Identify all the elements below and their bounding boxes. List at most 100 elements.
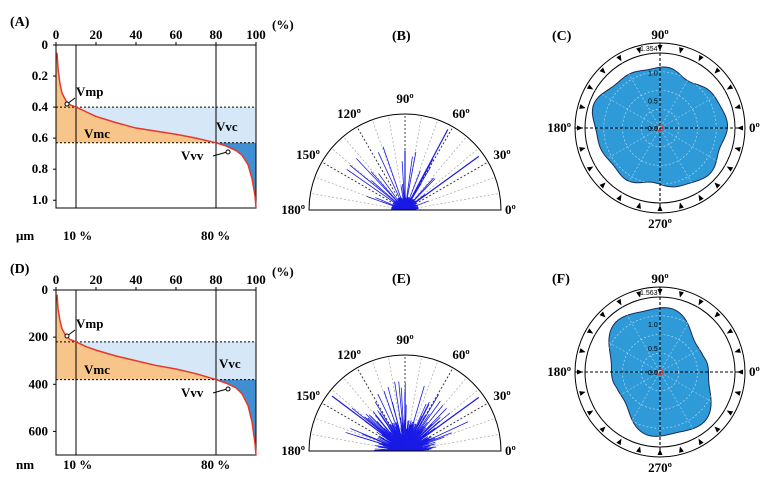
angle-tick bbox=[586, 84, 594, 90]
y-tick-label: 200 bbox=[29, 329, 49, 344]
angle-tick bbox=[737, 369, 743, 375]
mr2-label-d: 80 % bbox=[201, 457, 230, 472]
angle-tick bbox=[679, 47, 684, 54]
y-tick-label: 400 bbox=[29, 376, 49, 391]
angle-label: 30º bbox=[493, 388, 510, 403]
x-tick-label: 20 bbox=[90, 27, 103, 42]
angle-tick bbox=[726, 84, 734, 90]
x-tick-label: 0 bbox=[53, 272, 60, 287]
direction-ray bbox=[378, 173, 406, 211]
vmp-label: Vmp bbox=[76, 316, 103, 331]
direction-ray bbox=[375, 415, 406, 452]
direction-ray bbox=[404, 194, 426, 211]
vmp-marker bbox=[64, 333, 70, 339]
y-tick-label: 0 bbox=[42, 282, 49, 297]
direction-ray bbox=[404, 426, 426, 452]
x-tick-label: 40 bbox=[130, 272, 143, 287]
vvv-pointer bbox=[212, 388, 228, 394]
radial-gridline bbox=[404, 147, 479, 211]
angle-label-270: 270º bbox=[648, 216, 672, 231]
angle-tick bbox=[657, 449, 663, 455]
angle-tick bbox=[734, 104, 741, 109]
panel-label-d: (D) bbox=[10, 262, 30, 277]
angle-label: 0º bbox=[505, 443, 516, 458]
y-tick-label: 0 bbox=[42, 37, 49, 52]
direction-ray bbox=[345, 432, 406, 452]
plot-frame bbox=[55, 44, 257, 209]
x-tick-label: 100 bbox=[246, 272, 266, 287]
angle-tick bbox=[636, 47, 641, 54]
angle-label-90: 90º bbox=[651, 27, 668, 42]
direction-ray bbox=[349, 164, 406, 211]
angle-label: 180º bbox=[281, 443, 305, 458]
r-tick-label: 0.0 bbox=[648, 126, 658, 133]
angle-tick bbox=[577, 125, 583, 131]
vvv-region bbox=[216, 142, 256, 208]
angle-tick bbox=[726, 410, 734, 416]
angle-tick bbox=[599, 67, 606, 74]
x-unit-d: (%) bbox=[272, 264, 294, 279]
angle-label: 90º bbox=[396, 91, 413, 106]
radial-gridline bbox=[622, 62, 698, 194]
vvv-label: Vvv bbox=[181, 385, 204, 400]
angle-tick bbox=[679, 202, 684, 209]
radial-gridline bbox=[622, 306, 698, 438]
direction-rays-b: (B) 180º 150º 120º 90º 60º 30º 0º bbox=[281, 29, 516, 217]
direction-ray bbox=[400, 387, 406, 452]
panel-label-f: (F) bbox=[552, 272, 570, 287]
x-tick-label: 20 bbox=[90, 272, 103, 287]
direction-ray bbox=[404, 168, 428, 211]
direction-ray bbox=[404, 421, 469, 452]
angle-tick bbox=[636, 291, 641, 298]
y-unit-a: μm bbox=[16, 228, 34, 243]
direction-ray bbox=[404, 442, 430, 452]
angle-tick bbox=[698, 54, 704, 62]
angle-tick bbox=[579, 348, 586, 353]
angle-tick bbox=[679, 291, 684, 298]
radial-gridline bbox=[594, 334, 726, 410]
r-tick-label: 0.5 bbox=[648, 98, 658, 105]
angle-tick bbox=[698, 298, 704, 306]
angle-tick bbox=[579, 104, 586, 109]
angle-tick bbox=[579, 147, 586, 152]
center-marker bbox=[656, 368, 664, 376]
r-tick-label: 0.0 bbox=[648, 370, 658, 377]
angle-tick bbox=[698, 194, 704, 202]
y-tick-label: 0.8 bbox=[32, 161, 49, 176]
vvv-marker bbox=[225, 386, 231, 392]
x-tick-label: 80 bbox=[210, 27, 223, 42]
direction-ray bbox=[394, 381, 406, 452]
direction-ray bbox=[404, 401, 430, 452]
direction-rays-e: (E) 180º 150º 120º 90º 60º 30º 0º bbox=[281, 272, 516, 458]
panel-label-b: (B) bbox=[392, 29, 411, 44]
r-tick-label: 0.5 bbox=[648, 346, 658, 353]
angle-tick bbox=[698, 438, 704, 446]
vvv-label: Vvv bbox=[181, 148, 204, 163]
angle-label: 60º bbox=[452, 106, 469, 121]
x-unit-a: (%) bbox=[272, 17, 294, 32]
angle-label: 0º bbox=[505, 202, 516, 217]
angle-tick bbox=[657, 205, 663, 211]
direction-ray bbox=[364, 420, 406, 452]
angle-label: 30º bbox=[493, 147, 510, 162]
angle-tick bbox=[714, 426, 721, 433]
angle-tick bbox=[737, 125, 743, 131]
radial-gridline bbox=[404, 136, 468, 211]
angle-tick bbox=[657, 45, 663, 51]
angle-tick bbox=[586, 410, 594, 416]
direction-ray bbox=[404, 404, 407, 452]
radial-gridline bbox=[594, 90, 726, 166]
angle-label-0: 0º bbox=[749, 364, 760, 379]
vvv-marker bbox=[225, 149, 231, 155]
angle-tick bbox=[714, 67, 721, 74]
radial-gridline bbox=[622, 306, 698, 438]
vvc-label: Vvc bbox=[219, 356, 241, 371]
angle-tick bbox=[726, 166, 734, 172]
y-unit-d: nm bbox=[16, 457, 34, 472]
x-tick-label: 80 bbox=[210, 272, 223, 287]
r-max-label: 1.563 bbox=[640, 290, 658, 297]
angle-tick bbox=[616, 438, 622, 446]
radial-gridline bbox=[622, 62, 698, 194]
direction-ray bbox=[377, 152, 406, 211]
angle-tick bbox=[734, 348, 741, 353]
